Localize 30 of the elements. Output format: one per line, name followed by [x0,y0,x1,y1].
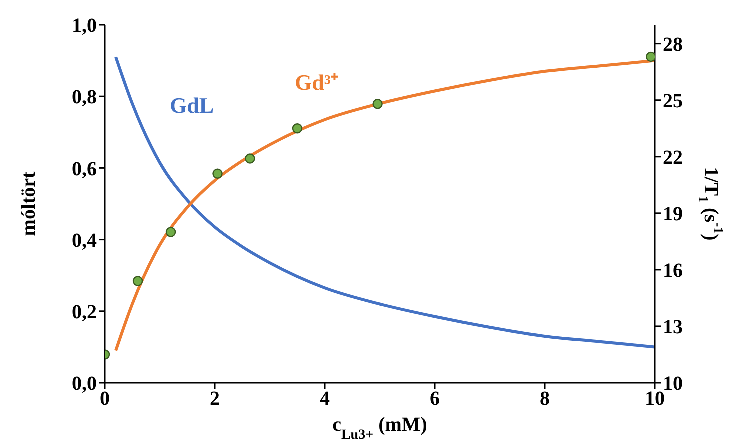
point [166,227,176,238]
y2-tick-label: 25 [663,90,683,112]
series-label: GdL [170,92,214,118]
series-label: Gd³⁺ [295,70,339,95]
point [372,99,383,110]
point [245,154,256,164]
y2-tick-label: 10 [663,373,683,396]
point [212,168,223,179]
y-axis-title: móltört [18,171,40,236]
y-tick-label: 0,4 [72,230,97,252]
y2-tick-label: 28 [663,34,683,56]
y2-tick-label: 19 [663,204,683,226]
y-tick-label: 0,6 [72,158,97,180]
y-tick-label: 0,2 [72,302,97,324]
x-tick-label: 2 [210,388,220,410]
point [292,124,303,134]
x-axis-title: c$_{Lu3+}$ (mM) [332,414,428,442]
x-tick-label: 0 [100,388,110,410]
x-tick-label: 6 [430,388,440,410]
y-tick-label: 0,0 [72,373,97,396]
y2-tick-label: 22 [663,146,683,169]
y2-tick-label: 16 [663,260,683,282]
x-tick-label: 4 [320,388,330,410]
x-tick-label: 8 [540,388,550,410]
x-tick-label: 10 [645,388,665,410]
y-tick-label: 1,0 [72,15,97,38]
point [132,276,144,286]
y2-tick-label: 13 [663,316,683,339]
y-tick-label: 0,8 [72,86,97,109]
point [646,52,655,62]
